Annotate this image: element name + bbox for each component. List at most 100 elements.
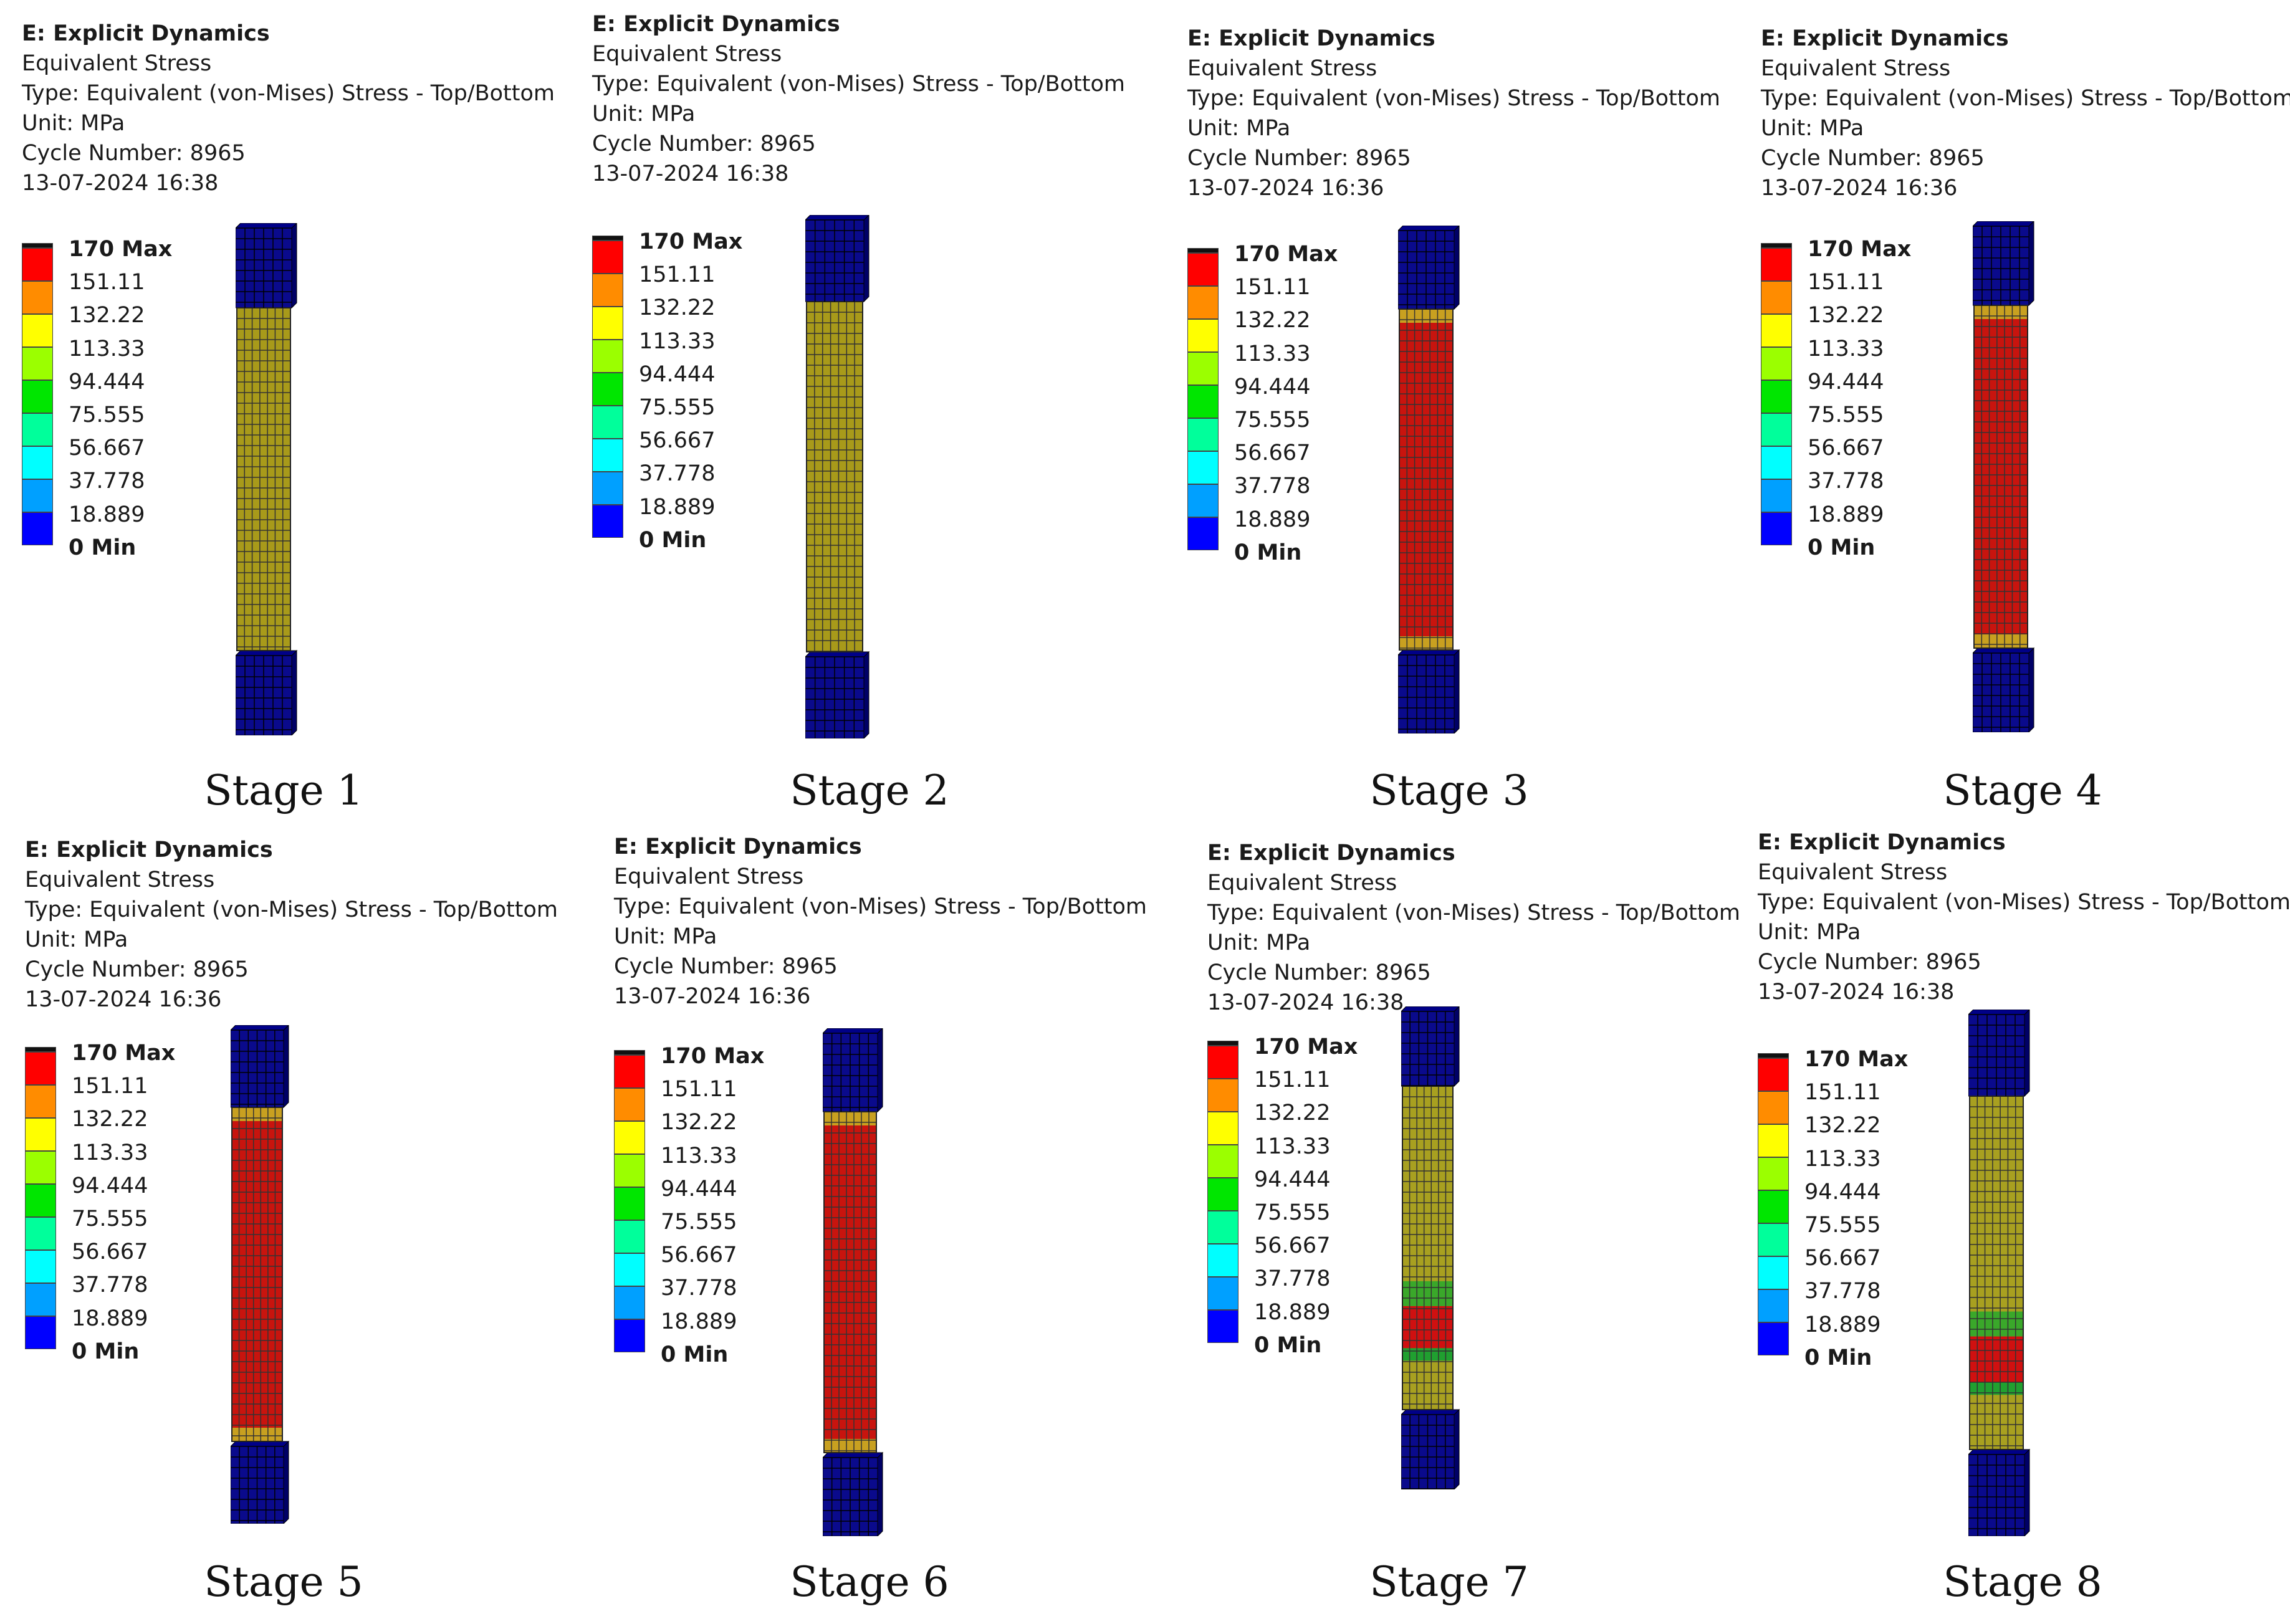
top-grip-top	[236, 223, 297, 229]
header-date-line: 13-07-2024 16:38	[22, 171, 219, 196]
header-unit-line: Unit: MPa	[1761, 116, 1864, 141]
top-grip-side	[2024, 1010, 2030, 1097]
panel-header: E: Explicit Dynamics Equivalent Stress Typ…	[1761, 24, 2290, 203]
legend-label: 56.667	[639, 428, 716, 454]
legend-cap	[1758, 1053, 1789, 1058]
legend-label: 18.889	[1234, 507, 1311, 532]
legend-bar	[592, 236, 623, 538]
legend-swatch	[1187, 352, 1219, 385]
legend-label: 75.555	[1808, 403, 1884, 427]
legend-swatch	[1207, 1211, 1238, 1244]
specimen-mesh	[1968, 1010, 2031, 1536]
top-grip-side	[283, 1025, 289, 1109]
legend-swatch	[614, 1055, 645, 1088]
neck-band	[1402, 1306, 1453, 1349]
legend-label: 151.11	[1254, 1068, 1331, 1093]
panel-header: E: Explicit Dynamics Equivalent Stress Typ…	[1207, 838, 1740, 1018]
stage-caption: Stage 7	[1369, 1558, 1529, 1606]
legend-swatch	[592, 307, 623, 340]
legend-bar	[25, 1047, 56, 1349]
legend-cap	[614, 1050, 645, 1055]
legend-swatch	[25, 1184, 56, 1217]
legend-swatch	[1187, 253, 1219, 286]
panel-header: E: Explicit Dynamics Equivalent Stress Typ…	[592, 9, 1125, 189]
legend-label: 170 Max	[1234, 242, 1338, 267]
legend-cap	[592, 236, 623, 241]
legend-label: 37.778	[1234, 474, 1311, 499]
legend-label: 56.667	[72, 1239, 148, 1265]
stage-caption: Stage 8	[1943, 1558, 2102, 1606]
panel-header: E: Explicit Dynamics Equivalent Stress Typ…	[1758, 828, 2290, 1007]
header-title: E: Explicit Dynamics	[1761, 26, 2009, 51]
legend-swatch	[1207, 1178, 1238, 1211]
legend-label: 132.22	[72, 1107, 148, 1132]
header-cycle-line: Cycle Number: 8965	[1207, 960, 1431, 985]
legend-swatch	[614, 1253, 645, 1286]
legend-label: 132.22	[1804, 1113, 1881, 1139]
top-grip-side	[291, 223, 297, 309]
legend-swatch	[614, 1187, 645, 1220]
top-grip-top	[1398, 226, 1460, 231]
legend-label: 56.667	[1808, 436, 1884, 461]
legend-label: 151.11	[1808, 270, 1884, 295]
legend-swatch	[25, 1151, 56, 1184]
legend-label: 113.33	[639, 328, 716, 354]
legend-label: 0 Min	[661, 1342, 729, 1367]
bottom-grip-top	[231, 1441, 290, 1447]
legend-swatch	[1207, 1112, 1238, 1145]
legend-swatch	[25, 1316, 56, 1349]
legend-swatch	[592, 439, 623, 472]
gauge-section	[1402, 1086, 1454, 1410]
legend-swatch	[22, 512, 53, 545]
legend-label: 75.555	[69, 403, 145, 427]
bottom-grip-top	[1401, 1409, 1460, 1415]
legend-label: 18.889	[69, 502, 145, 527]
gauge-section	[823, 1111, 877, 1453]
legend-label: 18.889	[1254, 1299, 1331, 1325]
top-grip-side	[2028, 221, 2034, 307]
stress-band-green	[1970, 1382, 2023, 1395]
legend-swatch	[1758, 1157, 1789, 1190]
legend-label: 75.555	[639, 395, 716, 420]
legend-swatch	[22, 248, 53, 281]
legend-label: 75.555	[1234, 408, 1311, 432]
top-grip-side	[877, 1028, 883, 1113]
header-type-line: Type: Equivalent (von-Mises) Stress - To…	[1187, 86, 1720, 111]
legend-swatch	[592, 274, 623, 307]
legend-label: 170 Max	[72, 1041, 176, 1066]
legend-swatch	[1761, 248, 1792, 281]
header-date-line: 13-07-2024 16:38	[592, 161, 789, 186]
legend-swatch	[614, 1154, 645, 1187]
legend-label: 37.778	[1804, 1279, 1881, 1304]
bottom-grip-side	[877, 1451, 883, 1536]
legend-label: 56.667	[69, 436, 145, 461]
specimen-mesh	[231, 1025, 290, 1524]
bottom-grip-side	[2028, 647, 2034, 732]
legend-label: 113.33	[72, 1140, 148, 1165]
legend-label: 0 Min	[72, 1339, 140, 1364]
gauge-section	[236, 307, 291, 651]
bottom-grip-side	[1454, 1408, 1460, 1489]
header-type-line: Type: Equivalent (von-Mises) Stress - To…	[1758, 890, 2290, 915]
legend-label: 75.555	[72, 1206, 148, 1231]
legend-label: 170 Max	[69, 237, 173, 262]
header-subtitle: Equivalent Stress	[592, 42, 782, 67]
legend-label: 170 Max	[1804, 1047, 1909, 1072]
header-title: E: Explicit Dynamics	[25, 838, 273, 862]
legend-bar	[614, 1050, 645, 1352]
top-grip-top	[231, 1025, 289, 1031]
stress-band-high	[824, 1125, 876, 1439]
legend-label: 151.11	[1804, 1080, 1881, 1106]
stage-caption: Stage 6	[790, 1558, 949, 1606]
legend-label: 56.667	[661, 1243, 737, 1268]
legend-label: 132.22	[69, 303, 145, 328]
legend-label: 0 Min	[1804, 1345, 1872, 1370]
legend-label: 37.778	[69, 469, 145, 494]
legend-label: 113.33	[661, 1143, 737, 1168]
legend-swatch	[22, 446, 53, 479]
panel-header: E: Explicit Dynamics Equivalent Stress Typ…	[22, 19, 555, 198]
legend-swatch	[1207, 1079, 1238, 1112]
header-date-line: 13-07-2024 16:36	[1761, 176, 1958, 201]
legend-swatch	[22, 281, 53, 314]
legend-swatch	[592, 241, 623, 274]
